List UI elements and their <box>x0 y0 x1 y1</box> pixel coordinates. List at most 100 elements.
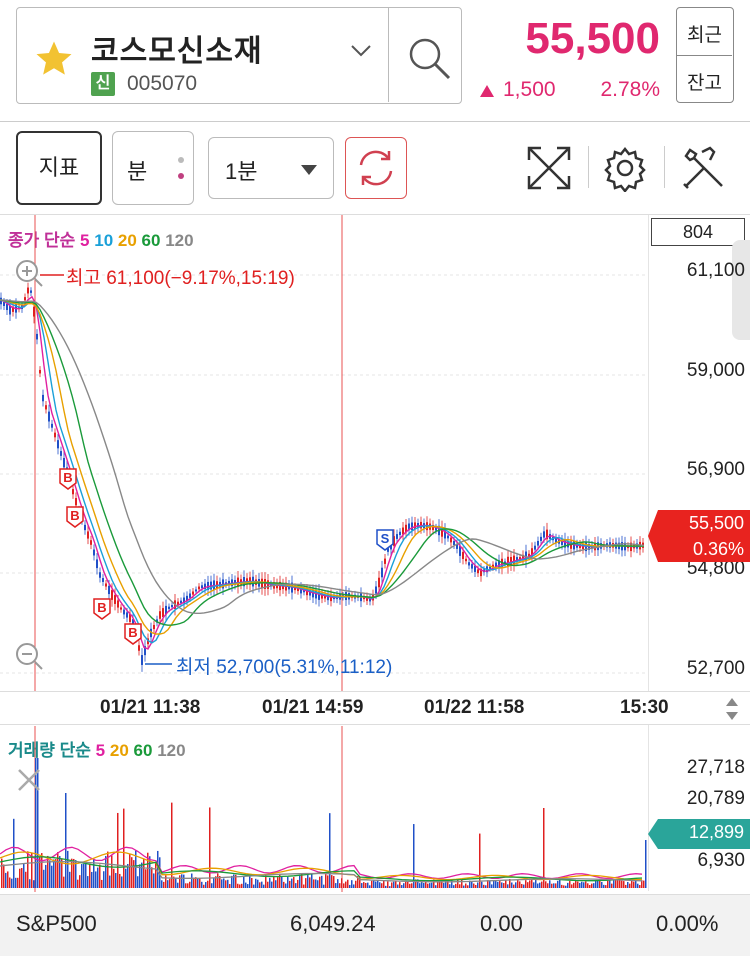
caret-down-icon <box>301 165 317 175</box>
volume-bar <box>345 881 347 888</box>
volume-bar <box>643 880 645 888</box>
candle-body <box>303 590 305 593</box>
volume-bar <box>85 861 87 888</box>
volume-bar <box>163 881 165 888</box>
candle-body <box>156 619 158 623</box>
volume-bar <box>253 884 255 888</box>
candle-body <box>75 498 77 506</box>
candle-body <box>495 562 497 567</box>
candle-body <box>63 457 65 468</box>
candle-body <box>48 411 50 422</box>
candle-body <box>516 557 518 562</box>
volume-bar <box>241 883 243 888</box>
volume-bar <box>27 851 29 888</box>
period-minute-button[interactable]: 분 <box>112 131 194 205</box>
zoom-in-icon[interactable] <box>14 258 44 288</box>
candle-body <box>306 589 308 596</box>
indicator-button[interactable]: 지표 <box>16 131 102 205</box>
search-icon[interactable] <box>405 34 455 84</box>
volume-bar <box>515 882 517 888</box>
volume-bar <box>539 882 541 888</box>
volume-bar <box>309 877 311 888</box>
volume-bar <box>579 882 581 888</box>
candle-body <box>177 601 179 605</box>
zoom-out-icon[interactable] <box>14 641 44 671</box>
refresh-icon <box>359 150 393 186</box>
settings-gear-icon[interactable] <box>601 144 649 192</box>
recent-button[interactable]: 최근 <box>687 25 722 46</box>
x-tick: 01/21 14:59 <box>262 697 364 718</box>
y-tick: 54,800 <box>686 558 745 579</box>
candle-body <box>546 529 548 540</box>
y-tick: 61,100 <box>686 260 745 281</box>
x-tick: 01/22 11:58 <box>424 697 525 718</box>
divider <box>0 121 750 122</box>
candle-body <box>318 590 320 600</box>
interval-select[interactable]: 1분 <box>208 137 334 199</box>
volume-bar <box>641 880 643 888</box>
drawing-tools-icon[interactable] <box>680 144 728 192</box>
candle-body <box>399 531 401 536</box>
volume-bar <box>209 807 211 888</box>
volume-bar <box>431 882 433 888</box>
side-panel-handle[interactable] <box>732 240 750 340</box>
candle-body <box>393 536 395 546</box>
volume-chart-canvas[interactable] <box>0 726 648 892</box>
x-tick: 15:30 <box>620 697 669 718</box>
current-price-tag-percent: 0.36% <box>692 539 744 559</box>
volume-bar <box>127 863 129 888</box>
refresh-button[interactable] <box>345 137 407 199</box>
volume-bar <box>541 881 543 888</box>
volume-bar <box>151 867 153 888</box>
candle-body <box>405 524 407 533</box>
volume-bar <box>459 884 461 888</box>
volume-bar <box>233 874 235 888</box>
candle-body <box>153 624 155 630</box>
volume-bar <box>265 874 267 888</box>
chevron-down-icon[interactable] <box>350 44 372 58</box>
volume-bar <box>109 875 111 888</box>
volume-bar <box>131 857 133 888</box>
current-price-tag-value: 55,500 <box>688 513 744 533</box>
volume-bar <box>213 877 215 888</box>
volume-bar <box>199 878 201 888</box>
volume-bar <box>43 869 45 888</box>
volume-bar <box>191 873 193 888</box>
price-change-percent: 2.78% <box>600 78 660 101</box>
trade-marker <box>66 506 84 528</box>
volume-bar <box>499 881 501 888</box>
price-chart-canvas[interactable]: B B B B S <box>0 215 648 691</box>
candle-body <box>183 597 185 604</box>
fullscreen-icon[interactable] <box>525 144 573 192</box>
balance-button[interactable]: 잔고 <box>687 73 722 94</box>
volume-bar <box>217 873 219 888</box>
volume-bar <box>267 881 269 888</box>
volume-bar <box>77 879 79 888</box>
candle-body <box>471 564 473 569</box>
volume-bar <box>545 881 547 888</box>
resize-arrows-icon[interactable] <box>724 696 740 722</box>
close-icon[interactable] <box>16 767 42 793</box>
index-ticker-bar[interactable]: S&P500 6,049.24 0.00 0.00% <box>0 894 750 956</box>
candle-body <box>447 535 449 539</box>
candle-body <box>36 333 38 340</box>
volume-bar <box>149 856 151 888</box>
volume-bar <box>491 884 493 888</box>
favorite-star-icon[interactable] <box>33 38 75 80</box>
volume-bar <box>25 871 27 888</box>
candle-body <box>198 586 200 590</box>
candle-body <box>144 646 146 656</box>
index-value: 6,049.24 <box>290 911 376 936</box>
volume-bar <box>533 882 535 888</box>
candle-body <box>108 585 110 595</box>
volume-bar <box>623 881 625 888</box>
volume-bar <box>377 880 379 888</box>
volume-bar <box>583 882 585 888</box>
volume-bar <box>343 883 345 888</box>
volume-bar <box>137 876 139 888</box>
volume-bar <box>165 875 167 888</box>
stock-selector[interactable]: 코스모신소재 신 005070 <box>16 7 462 104</box>
volume-bar <box>463 885 465 888</box>
volume-bar <box>371 880 373 888</box>
candle-body <box>540 536 542 541</box>
